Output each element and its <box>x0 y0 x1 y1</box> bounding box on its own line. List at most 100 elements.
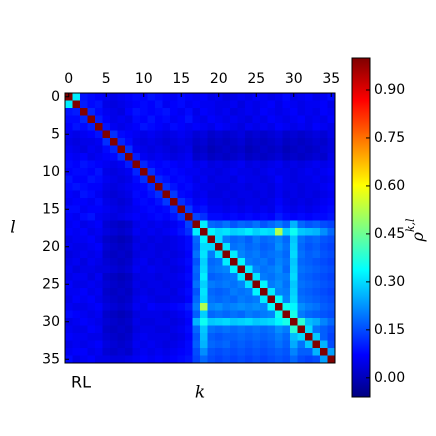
cell <box>72 235 81 244</box>
cell <box>312 190 321 199</box>
cell <box>267 115 276 124</box>
cell <box>117 175 126 184</box>
cell <box>222 310 231 319</box>
cell <box>245 280 253 289</box>
cell <box>185 355 193 364</box>
cell <box>245 93 253 101</box>
cell <box>65 183 73 191</box>
cell <box>305 220 313 229</box>
cell <box>132 108 141 116</box>
cell <box>260 220 268 229</box>
cell <box>245 213 253 221</box>
cell <box>95 205 103 214</box>
colorbar-label-sup: k,l <box>404 218 417 232</box>
cell <box>245 168 253 176</box>
cell <box>267 145 276 154</box>
cell <box>237 138 246 146</box>
cell <box>117 235 126 244</box>
cell <box>282 145 291 154</box>
cell <box>215 228 223 236</box>
cell <box>215 123 223 131</box>
cell <box>320 175 328 184</box>
cell <box>192 108 201 116</box>
x-tick-label: 30 <box>285 71 303 87</box>
cell <box>237 168 246 176</box>
cell <box>95 168 103 176</box>
cell <box>245 310 253 319</box>
cell <box>192 145 201 154</box>
cell <box>72 123 81 131</box>
cell <box>222 325 231 334</box>
cell <box>65 198 73 206</box>
cell <box>215 145 223 154</box>
cell <box>117 325 126 334</box>
cell <box>147 340 156 349</box>
cell <box>65 190 73 199</box>
cell <box>117 303 126 311</box>
cell <box>290 183 298 191</box>
cell <box>267 235 276 244</box>
cell <box>140 205 148 214</box>
cell <box>200 183 208 191</box>
cell <box>312 228 321 236</box>
cell <box>80 355 88 364</box>
cell <box>237 340 246 349</box>
cell <box>80 235 88 244</box>
cell <box>260 108 268 116</box>
cell <box>162 213 171 221</box>
cell <box>282 138 291 146</box>
cell <box>320 160 328 169</box>
cell <box>230 228 238 236</box>
cell <box>312 168 321 176</box>
cell <box>290 175 298 184</box>
cell <box>147 93 156 101</box>
cell <box>222 220 231 229</box>
cell <box>237 213 246 221</box>
cell <box>87 213 96 221</box>
cell <box>132 130 141 139</box>
cell <box>110 228 118 236</box>
cell <box>162 265 171 274</box>
cell <box>110 198 118 206</box>
cell <box>155 198 163 206</box>
cell <box>222 348 231 356</box>
cell <box>80 325 88 334</box>
cell <box>312 93 321 101</box>
cell <box>207 213 216 221</box>
cell <box>102 130 111 139</box>
cell <box>275 160 283 169</box>
cell <box>155 145 163 154</box>
cell <box>87 235 96 244</box>
cell <box>237 265 246 274</box>
cell <box>320 115 328 124</box>
cell <box>132 213 141 221</box>
cell <box>140 295 148 304</box>
cell <box>162 138 171 146</box>
cell <box>132 175 141 184</box>
cell <box>252 243 261 251</box>
cell <box>65 100 73 109</box>
cell <box>320 108 328 116</box>
cell <box>87 100 96 109</box>
cell <box>215 205 223 214</box>
cell <box>185 318 193 326</box>
cell <box>290 325 298 334</box>
cell <box>87 108 96 116</box>
cell <box>290 123 298 131</box>
cell <box>125 100 133 109</box>
cell <box>215 183 223 191</box>
cell <box>222 303 231 311</box>
cell <box>215 348 223 356</box>
cell <box>87 205 96 214</box>
cell <box>320 213 328 221</box>
cell <box>192 348 201 356</box>
cell <box>290 220 298 229</box>
cell <box>215 340 223 349</box>
cell <box>72 100 81 109</box>
cell <box>237 355 246 364</box>
cell <box>327 273 336 281</box>
cell <box>320 355 328 364</box>
cell <box>230 175 238 184</box>
cell <box>275 108 283 116</box>
cell <box>275 288 283 296</box>
